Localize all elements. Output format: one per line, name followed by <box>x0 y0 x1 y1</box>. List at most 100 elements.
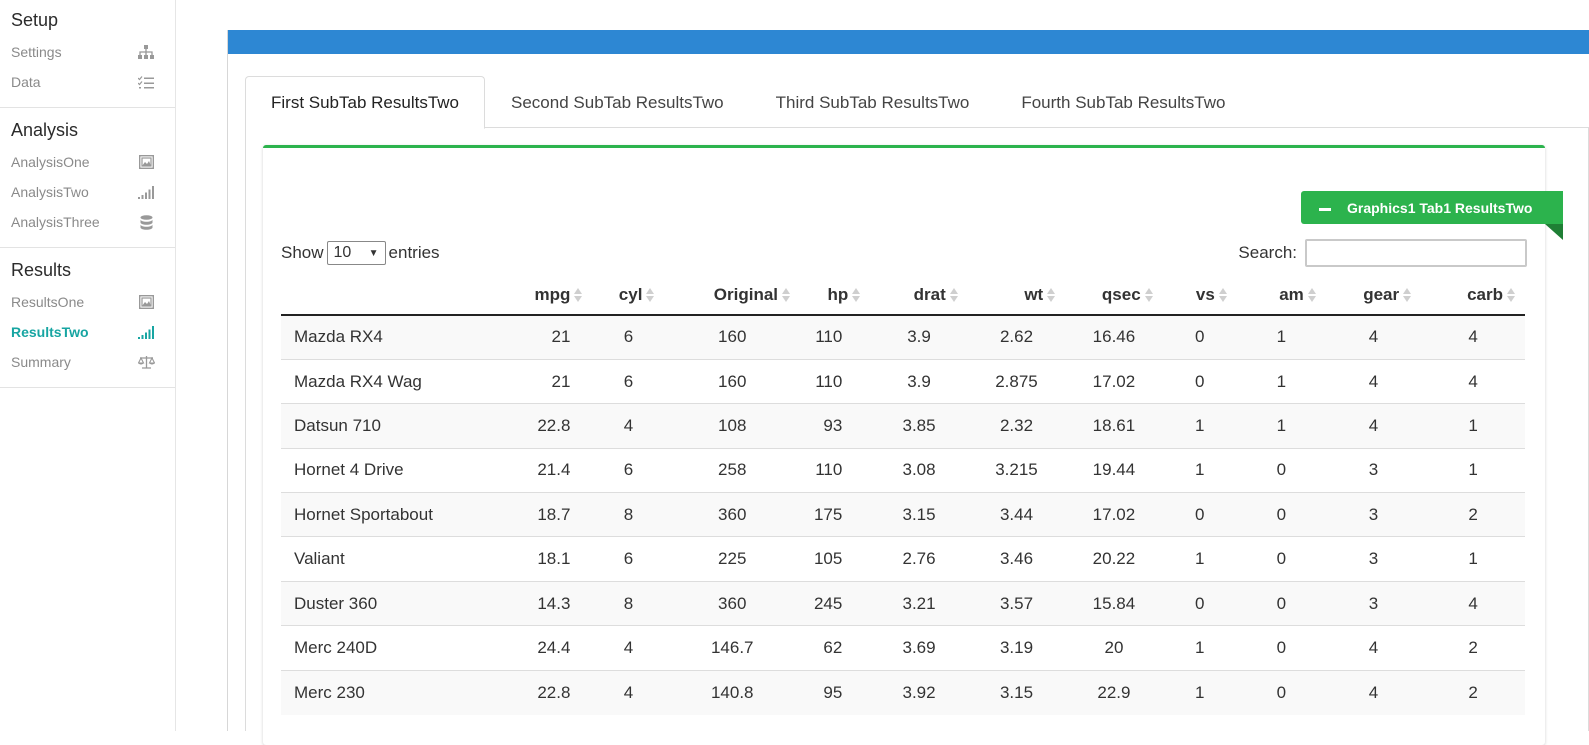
car-name-cell: Hornet Sportabout <box>281 492 493 537</box>
sidebar-item-analysisthree[interactable]: AnalysisThree <box>0 207 175 237</box>
sidebar-item-analysistwo[interactable]: AnalysisTwo <box>0 177 175 207</box>
graphics-box: Graphics1 Tab1 ResultsTwo Show 10 ▼ entr… <box>263 145 1563 745</box>
column-header[interactable]: am <box>1236 275 1326 316</box>
column-header[interactable]: drat <box>870 275 968 316</box>
table-cell: 1 <box>1236 315 1326 360</box>
sidebar-header: Results <box>11 260 72 280</box>
caret-down-icon: ▼ <box>368 247 379 259</box>
table-cell: 22.9 <box>1065 669 1163 715</box>
table-cell: 62 <box>800 625 871 671</box>
column-header-label: vs <box>1195 284 1215 304</box>
table-cell: 8 <box>592 492 665 537</box>
column-header[interactable]: qsec <box>1065 275 1163 316</box>
table-row[interactable]: Merc 240D 24.4 4 146.7 62 3.69 3.19 20 1 0 4 2 <box>281 625 1525 671</box>
table-row[interactable]: Datsun 710 22.8 4 108 93 3.85 2.32 18.61 1 1 4 1 <box>281 403 1525 449</box>
entries-select-value: 10 <box>333 244 352 261</box>
table-cell: 17.02 <box>1065 492 1163 537</box>
car-name-cell: Mazda RX4 <box>281 315 493 360</box>
sidebar-item-label: Summary <box>11 354 71 370</box>
column-header[interactable]: wt <box>967 275 1066 316</box>
column-header[interactable]: Original <box>664 275 801 316</box>
table-cell: 1 <box>1162 625 1237 671</box>
subtab-bar: First SubTab ResultsTwo Second SubTab Re… <box>245 76 1589 129</box>
tab-third-subtab[interactable]: Third SubTab ResultsTwo <box>775 92 970 112</box>
table-cell: 3.92 <box>870 669 968 715</box>
sidebar-item-settings[interactable]: Settings <box>0 37 175 67</box>
column-header[interactable]: cyl <box>592 275 665 316</box>
column-header[interactable]: vs <box>1162 275 1237 316</box>
search-label: Search: <box>1238 243 1297 262</box>
car-name-cell: Valiant <box>281 536 493 582</box>
table-cell: 175 <box>800 492 871 537</box>
table-cell: 160 <box>664 315 801 360</box>
table-cell: 1 <box>1162 669 1237 715</box>
table-cell: 2.62 <box>967 315 1066 360</box>
column-header[interactable]: carb <box>1421 275 1525 316</box>
entries-select[interactable]: 10 ▼ <box>326 241 386 265</box>
table-row[interactable]: Valiant 18.1 6 225 105 2.76 3.46 20.22 1 0 3 1 <box>281 536 1525 582</box>
table-cell: 110 <box>800 358 871 404</box>
tab-first-subtab[interactable]: First SubTab ResultsTwo <box>245 76 486 129</box>
sidebar-section-analysis: Analysis AnalysisOne AnalysisTwo Analysi… <box>0 108 175 248</box>
signal-bars-icon <box>137 324 155 340</box>
signal-bars-icon <box>137 184 155 200</box>
table-cell: 4 <box>592 669 665 715</box>
sort-icon <box>1403 287 1412 303</box>
column-header-label: carb <box>1467 284 1503 304</box>
sidebar-section-setup: Setup Settings Data <box>0 0 175 108</box>
image-frame-icon <box>137 154 155 170</box>
tab-fourth-subtab[interactable]: Fourth SubTab ResultsTwo <box>1021 92 1226 112</box>
collapse-ribbon-button[interactable]: Graphics1 Tab1 ResultsTwo <box>1301 191 1563 224</box>
sort-icon <box>949 287 958 303</box>
table-cell: 14.3 <box>492 580 593 626</box>
table-row[interactable]: Duster 360 14.3 8 360 245 3.21 3.57 15.84 0 0 3 4 <box>281 580 1525 626</box>
sidebar-item-resultstwo[interactable]: ResultsTwo <box>0 317 175 347</box>
table-cell: 108 <box>664 403 801 449</box>
table-cell: 22.8 <box>492 403 593 449</box>
tab-second-subtab[interactable]: Second SubTab ResultsTwo <box>511 92 724 112</box>
table-row[interactable]: Hornet 4 Drive 21.4 6 258 110 3.08 3.215 19.44 1… <box>281 447 1525 493</box>
results-box: First SubTab ResultsTwo Second SubTab Re… <box>227 30 1589 745</box>
car-name-cell: Hornet 4 Drive <box>281 447 493 493</box>
column-header[interactable]: gear <box>1325 275 1422 316</box>
search-input[interactable] <box>1305 239 1527 267</box>
table-row[interactable]: Merc 230 22.8 4 140.8 95 3.92 3.15 22.9 1 0 4 2 <box>281 669 1525 715</box>
table-cell: 0 <box>1162 492 1237 537</box>
sidebar-item-summary[interactable]: Summary <box>0 347 175 377</box>
box-header <box>228 30 1589 54</box>
table-row[interactable]: Hornet Sportabout 18.7 8 360 175 3.15 3.44 17.0… <box>281 492 1525 537</box>
car-name-cell: Mazda RX4 Wag <box>281 358 493 404</box>
table-cell: 1 <box>1162 536 1237 582</box>
sidebar-item-label: ResultsTwo <box>11 324 89 340</box>
column-header-label: cyl <box>618 284 643 304</box>
table-cell: 140.8 <box>664 669 801 715</box>
table-cell: 4 <box>592 625 665 671</box>
table-cell: 0 <box>1236 625 1326 671</box>
search-control: Search: <box>1238 239 1527 267</box>
sidebar-item-label: AnalysisThree <box>11 214 100 230</box>
table-cell: 0 <box>1162 315 1237 360</box>
sidebar-item-label: AnalysisTwo <box>11 184 89 200</box>
table-cell: 0 <box>1236 447 1326 493</box>
table-row[interactable]: Mazda RX4 Wag 21 6 160 110 3.9 2.875 17.02 0 1 4 4 <box>281 358 1525 404</box>
table-cell: 3 <box>1325 492 1422 537</box>
table-cell: 18.61 <box>1065 403 1163 449</box>
column-header[interactable]: hp <box>800 275 871 316</box>
show-label: Show <box>281 243 324 262</box>
table-cell: 3 <box>1325 536 1422 582</box>
sidebar-item-analysisone[interactable]: AnalysisOne <box>0 147 175 177</box>
table-cell: 4 <box>1325 403 1422 449</box>
column-header[interactable]: mpg <box>492 275 593 316</box>
car-name-cell: Merc 230 <box>281 669 493 715</box>
table-cell: 3.57 <box>967 580 1066 626</box>
table-cell: 3 <box>1325 580 1422 626</box>
table-cell: 93 <box>800 403 871 449</box>
table-row[interactable]: Mazda RX4 21 6 160 110 3.9 2.62 16.46 0 1 4 4 <box>281 315 1525 360</box>
sidebar-item-resultsone[interactable]: ResultsOne <box>0 287 175 317</box>
sidebar-item-label: Data <box>11 74 41 90</box>
table-cell: 4 <box>1325 315 1422 360</box>
table-cell: 110 <box>800 315 871 360</box>
table-cell: 4 <box>1421 580 1525 626</box>
sidebar-item-data[interactable]: Data <box>0 67 175 97</box>
entries-label: entries <box>388 243 440 262</box>
